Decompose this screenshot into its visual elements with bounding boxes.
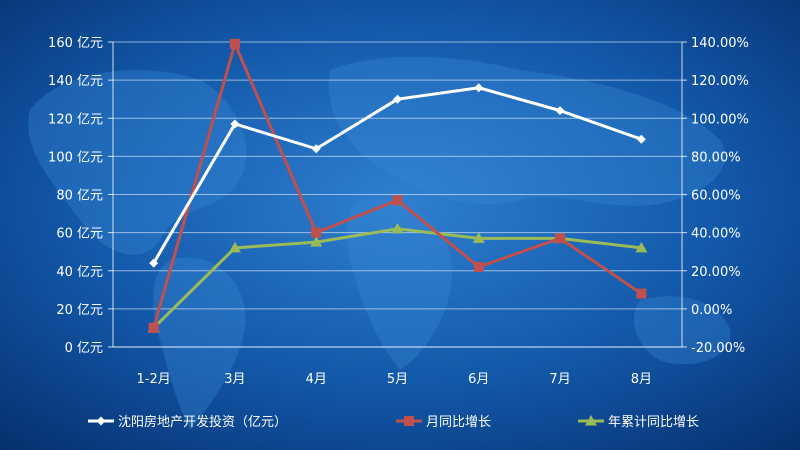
left-tick-label: 120 亿元 (48, 112, 103, 127)
legend: 沈阳房地产开发投资（亿元） 月同比增长 年累计同比增长 (88, 414, 699, 430)
left-tick-label: 20 亿元 (56, 303, 103, 318)
left-tick-label: 60 亿元 (56, 227, 103, 242)
left-tick-label: 160 亿元 (48, 36, 103, 51)
right-tick-label: 0.00% (691, 303, 732, 318)
series-2 (148, 38, 647, 333)
data-point-square (229, 38, 240, 49)
data-point-diamond (230, 119, 240, 129)
x-tick-label: 3月 (224, 372, 245, 387)
left-tick-label: 100 亿元 (48, 150, 103, 165)
series-1 (149, 83, 646, 268)
data-point-triangle (635, 241, 648, 253)
data-point-square (148, 322, 159, 333)
right-axis: -20.00% 0.00% 20.00% 40.00% 60.00% 80.00% 100.… (682, 36, 749, 356)
x-tick-label: 6月 (468, 372, 489, 387)
legend-label: 沈阳房地产开发投资（亿元） (118, 414, 287, 430)
x-tick-label: 4月 (306, 372, 327, 387)
legend-item-3: 年累计同比增长 (578, 415, 699, 430)
gridlines (112, 41, 683, 348)
left-tick-label: 140 亿元 (48, 74, 103, 89)
data-point-diamond (393, 94, 402, 104)
right-tick-label: 20.00% (691, 265, 741, 280)
data-point-diamond (96, 416, 106, 426)
left-tick-label: 0 亿元 (65, 341, 103, 356)
data-point-square (473, 261, 484, 272)
right-tick-label: 60.00% (691, 189, 741, 204)
data-point-triangle (391, 222, 404, 234)
legend-label: 月同比增长 (426, 415, 491, 430)
left-axis: 0 亿元 20 亿元 40 亿元 60 亿元 80 亿元 100 亿元 120 亿元 140 … (48, 36, 113, 356)
data-point-square (311, 227, 322, 238)
right-tick-label: 140.00% (691, 36, 749, 51)
data-point-square (555, 233, 566, 244)
data-point-square (392, 195, 403, 206)
legend-item-1: 沈阳房地产开发投资（亿元） (88, 414, 287, 430)
data-point-diamond (311, 144, 321, 154)
x-tick-label: 1-2月 (137, 372, 171, 387)
right-tick-label: 100.00% (691, 112, 749, 127)
legend-label: 年累计同比增长 (608, 415, 699, 430)
left-tick-label: 40 亿元 (56, 265, 103, 280)
legend-item-2: 月同比增长 (396, 415, 491, 430)
data-point-square (404, 416, 414, 426)
data-point-diamond (474, 83, 484, 93)
data-point-diamond (555, 106, 565, 116)
x-tick-label: 5月 (387, 372, 408, 387)
data-point-triangle (310, 236, 323, 247)
data-point-diamond (636, 134, 646, 144)
right-tick-label: 80.00% (691, 150, 741, 165)
data-point-triangle (228, 241, 241, 253)
data-point-square (636, 288, 647, 299)
data-point-triangle (585, 415, 597, 426)
series-layer (147, 38, 648, 333)
x-tick-label: 7月 (549, 372, 570, 387)
x-axis: 1-2月 3月 4月 5月 6月 7月 8月 (137, 372, 652, 387)
right-tick-label: 120.00% (691, 74, 749, 89)
x-tick-label: 8月 (631, 372, 652, 387)
right-tick-label: -20.00% (691, 341, 745, 356)
data-point-triangle (472, 232, 485, 243)
right-tick-label: 40.00% (691, 227, 741, 242)
left-tick-label: 80 亿元 (56, 189, 103, 204)
data-point-diamond (149, 258, 159, 268)
